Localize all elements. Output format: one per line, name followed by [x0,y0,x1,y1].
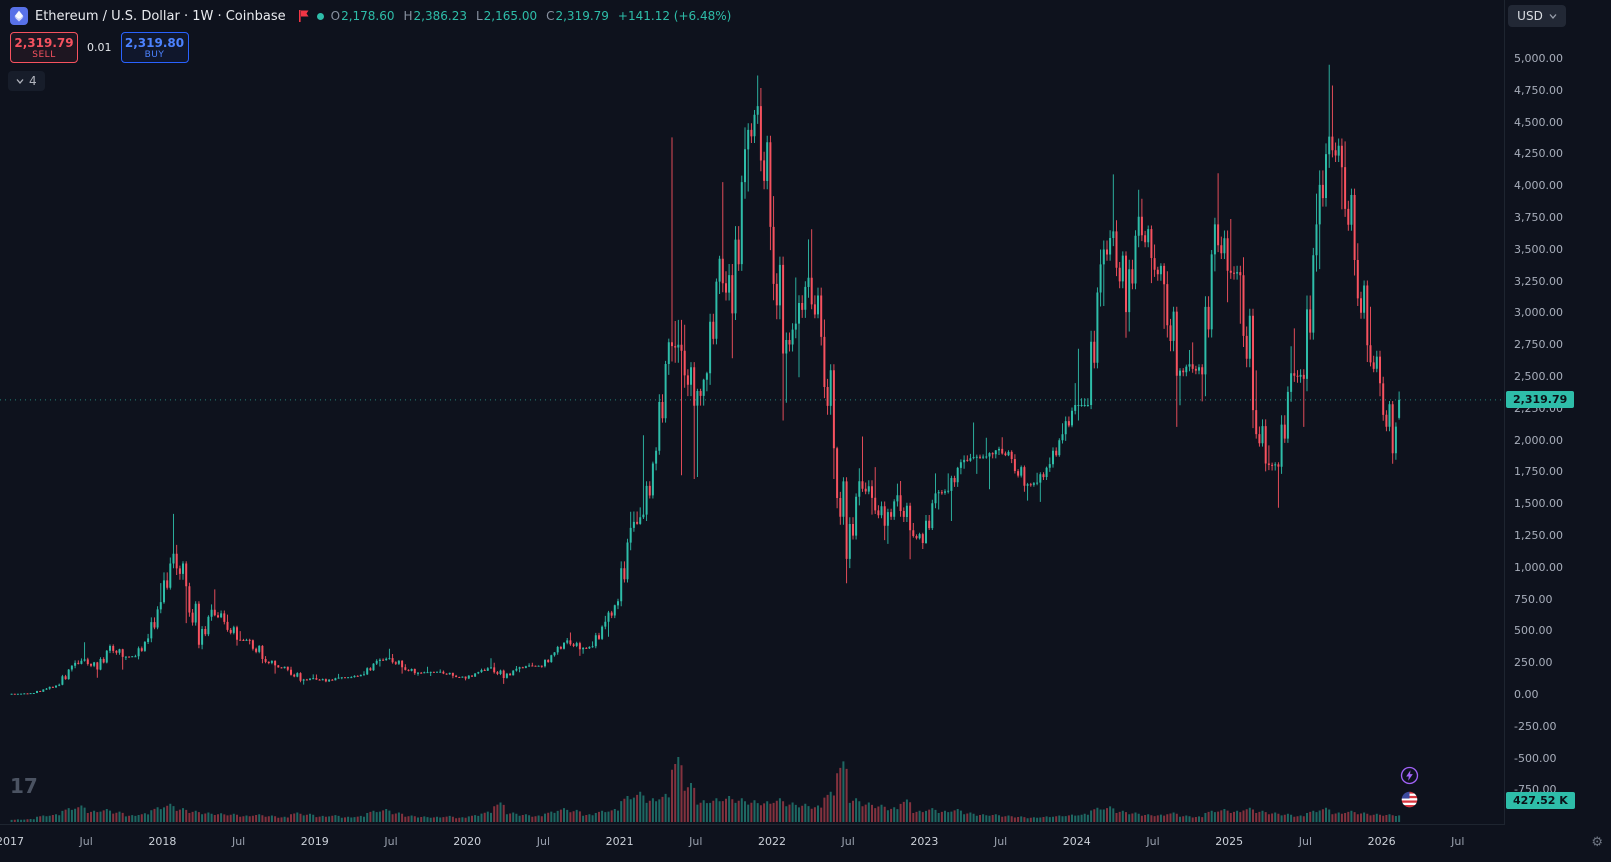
tradingview-logo[interactable]: 17 [10,774,40,798]
boost-lightning-icon[interactable] [1400,766,1419,785]
sell-button[interactable]: 2,319.79 SELL [10,32,78,63]
buy-button[interactable]: 2,319.80 BUY [120,32,189,63]
ethereum-logo-icon [10,7,28,25]
close-label: C [546,9,555,23]
price-tick-label: 4,000.00 [1514,179,1563,193]
price-tick-label: 4,500.00 [1514,115,1563,129]
time-axis-label: Jul [1298,835,1313,848]
buy-price: 2,319.80 [124,35,185,50]
chevron-down-icon [16,78,24,84]
high-value: 2,386.23 [413,9,467,23]
price-tick-label: 1,000.00 [1514,560,1563,574]
time-axis-label: Jul [689,835,703,848]
time-axis-label: Jul [993,835,1008,848]
price-chart[interactable] [0,0,1505,825]
time-axis-label: 2018 [148,835,177,848]
price-tick-label: 1,750.00 [1514,465,1563,479]
time-axis[interactable]: ⚙ 2017 Jul 2018 Jul 2019 Jul 2020 Jul 2021 Jul 202… [0,824,1611,862]
price-tick-label: -500.00 [1514,751,1557,765]
current-price-badge: 2,319.79 [1506,390,1575,408]
market-status-dot [316,12,324,20]
sell-label: SELL [32,49,56,60]
price-tick-label: 3,750.00 [1514,211,1563,224]
volume-badge: 427.52 K [1506,792,1575,809]
trade-panel: 2,319.79 SELL 0.01 2,319.80 BUY [10,32,189,63]
corner-icons [1400,766,1419,809]
spread-value: 0.01 [87,41,112,54]
time-axis-label: Jul [1451,835,1465,848]
price-tick-label: 3,000.00 [1514,306,1563,320]
object-count: 4 [29,74,37,88]
chart-legend: Ethereum / U.S. Dollar · 1W · Coinbase O… [10,7,731,25]
low-label: L [475,9,483,23]
price-tick-label: 4,250.00 [1514,147,1563,161]
price-tick-label: 250.00 [1514,656,1553,670]
low-value: 2,165.00 [483,9,538,23]
currency-label: USD [1517,9,1543,23]
buy-label: BUY [144,49,165,60]
time-axis-label: Jul [384,835,398,848]
close-value: 2,319.79 [555,9,609,23]
time-axis-label: 2026 [1367,835,1396,848]
currency-dropdown[interactable]: USD [1508,5,1566,27]
price-tick-label: 500.00 [1514,624,1553,638]
high-label: H [403,9,413,23]
change-value: +141.12 (+6.48%) [617,9,732,23]
ohlc-readout: O 2,178.60 H 2,386.23 L 2,165.00 C 2,319.79 … [331,9,732,23]
sell-price: 2,319.79 [14,35,74,50]
chevron-down-icon [1549,13,1557,19]
time-axis-label: 2024 [1062,835,1091,848]
flag-symbol-icon[interactable] [297,9,310,23]
time-axis-label: Jul [1146,835,1160,848]
gear-icon[interactable]: ⚙ [1591,835,1603,850]
price-tick-label: 3,250.00 [1514,274,1563,288]
time-axis-label: 2022 [758,835,786,848]
open-label: O [330,9,341,23]
time-axis-label: Jul [536,835,551,848]
price-tick-label: 4,750.00 [1514,83,1563,97]
price-tick-label: 2,500.00 [1514,370,1563,383]
price-tick-label: 2,750.00 [1514,338,1563,352]
us-flag-icon[interactable] [1400,790,1419,809]
price-tick-label: 0.00 [1514,688,1539,701]
price-tick-label: 3,500.00 [1514,242,1563,256]
price-tick-label: 5,000.00 [1514,52,1563,65]
open-value: 2,178.60 [341,9,395,23]
price-tick-label: 750.00 [1514,592,1553,606]
time-axis-label: Jul [841,835,855,848]
price-axis[interactable]: USD 2,319.79 427.52 K 5,000.00 4,750.00 4,… [1504,0,1611,825]
time-axis-label: Jul [231,835,246,848]
candlestick-series [10,64,1401,695]
price-tick-label: 1,500.00 [1514,497,1563,511]
time-axis-label: 2017 [0,835,24,848]
tradingview-logo-glyph: 17 [10,774,38,798]
time-axis-label: 2025 [1215,835,1244,848]
time-axis-label: 2019 [300,835,329,848]
price-tick-label: 2,000.00 [1514,433,1563,447]
time-axis-label: 2020 [453,835,482,848]
price-tick-label: 1,250.00 [1514,529,1563,542]
object-tree-chip[interactable]: 4 [8,71,45,91]
price-tick-label: -250.00 [1514,719,1557,733]
time-axis-label: 2021 [605,835,634,848]
time-axis-label: Jul [79,835,93,848]
time-axis-label: 2023 [910,835,939,848]
symbol-title[interactable]: Ethereum / U.S. Dollar · 1W · Coinbase [35,8,286,24]
volume-pane [10,757,1401,822]
